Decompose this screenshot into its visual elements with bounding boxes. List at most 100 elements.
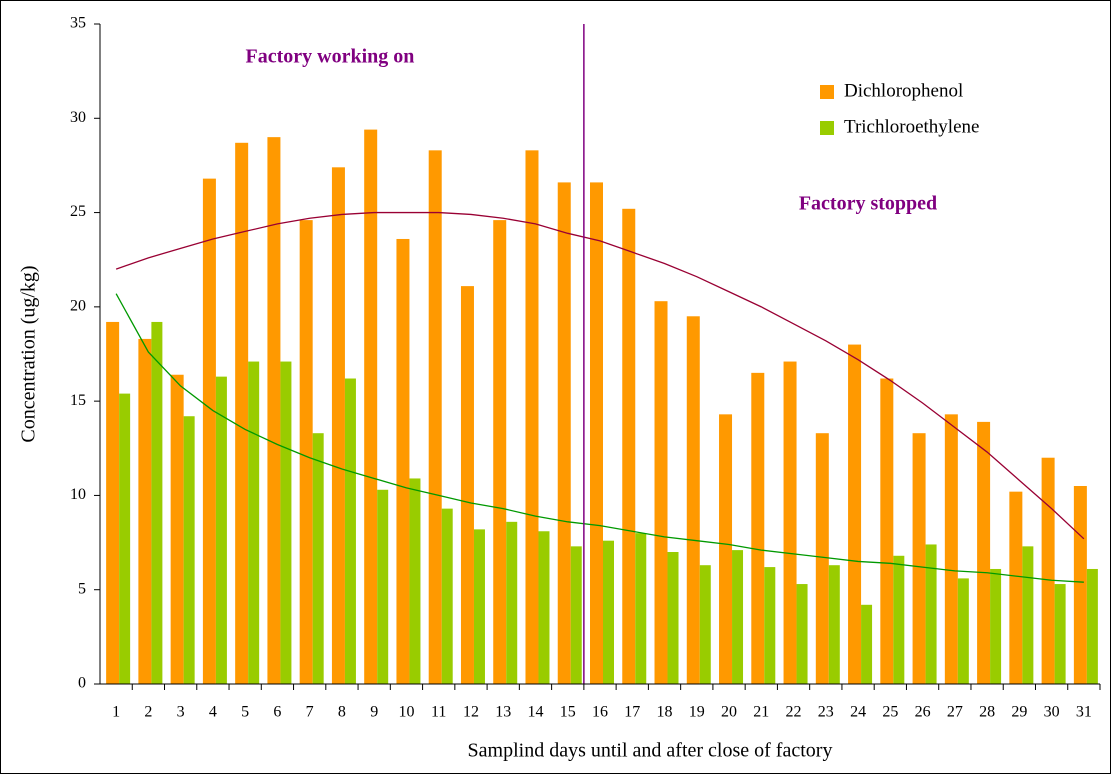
x-tick-label: 30	[1044, 704, 1060, 721]
bar	[912, 433, 926, 684]
legend-label: Dichlorophenol	[844, 80, 963, 101]
bar	[977, 421, 991, 684]
bar	[783, 361, 797, 684]
x-tick-label: 4	[209, 704, 217, 721]
bar	[1022, 546, 1034, 684]
y-tick-label: 15	[70, 392, 86, 409]
bar	[377, 489, 389, 684]
bar	[815, 433, 829, 684]
bar	[331, 167, 345, 685]
x-tick-label: 8	[338, 704, 346, 721]
x-tick-label: 18	[657, 704, 673, 721]
x-tick-label: 28	[979, 704, 995, 721]
bar	[796, 584, 808, 684]
bar	[861, 604, 873, 684]
x-tick-label: 19	[689, 704, 705, 721]
bar	[764, 567, 776, 684]
x-tick-label: 22	[786, 704, 802, 721]
bar	[183, 416, 195, 684]
x-tick-label: 14	[527, 704, 543, 721]
bar	[570, 546, 582, 684]
bar	[828, 565, 840, 684]
x-tick-label: 15	[560, 704, 576, 721]
legend-swatch	[820, 121, 834, 135]
annotation: Factory stopped	[799, 193, 937, 215]
y-tick-label: 25	[70, 203, 86, 220]
bar	[248, 361, 260, 684]
bar	[557, 182, 571, 684]
x-tick-label: 20	[721, 704, 737, 721]
bar	[460, 286, 474, 684]
bar	[686, 316, 700, 684]
bar	[732, 550, 744, 684]
x-tick-label: 26	[915, 704, 931, 721]
bar	[215, 376, 227, 684]
bar	[170, 374, 184, 684]
x-tick-label: 13	[495, 704, 511, 721]
bar	[719, 414, 733, 684]
bar	[119, 393, 131, 684]
bar	[151, 321, 163, 684]
bar	[848, 344, 862, 684]
bar	[525, 150, 539, 685]
y-tick-label: 0	[78, 675, 86, 692]
bar	[699, 565, 711, 684]
x-tick-label: 6	[273, 704, 281, 721]
bar	[667, 552, 679, 684]
bar	[396, 238, 410, 684]
x-tick-label: 12	[463, 704, 479, 721]
bar	[299, 220, 313, 684]
bar	[990, 568, 1002, 684]
bar	[409, 478, 421, 684]
bar	[635, 533, 647, 684]
trend-line	[115, 211, 1085, 540]
x-tick-label: 17	[624, 704, 640, 721]
bar	[1009, 491, 1023, 684]
y-tick-label: 35	[70, 15, 86, 32]
bar	[1054, 584, 1066, 684]
y-tick-label: 30	[70, 109, 86, 126]
bar	[473, 529, 485, 684]
x-tick-label: 2	[144, 704, 152, 721]
bar	[428, 150, 442, 685]
bar	[202, 178, 216, 684]
bar	[1086, 568, 1098, 684]
x-tick-label: 7	[306, 704, 314, 721]
bar	[267, 137, 281, 685]
x-tick-label: 5	[241, 704, 249, 721]
x-tick-label: 27	[947, 704, 963, 721]
y-tick-label: 5	[78, 580, 86, 597]
x-tick-label: 1	[112, 704, 120, 721]
x-tick-label: 24	[850, 704, 866, 721]
bar	[506, 521, 518, 684]
bar	[880, 378, 894, 684]
x-tick-label: 16	[592, 704, 608, 721]
bar	[603, 540, 614, 684]
bar	[590, 182, 603, 684]
bar	[957, 578, 969, 684]
bar	[280, 361, 292, 684]
bar	[364, 129, 378, 685]
legend-swatch	[820, 85, 834, 99]
bar	[493, 220, 507, 684]
bar	[235, 142, 249, 685]
bar	[944, 414, 958, 684]
bar	[1073, 486, 1087, 684]
annotation: Factory working on	[246, 46, 415, 68]
bar	[654, 301, 668, 684]
x-tick-label: 23	[818, 704, 834, 721]
bar	[441, 508, 453, 684]
x-tick-label: 10	[398, 704, 414, 721]
x-tick-label: 21	[753, 704, 769, 721]
legend-label: Trichloroethylene	[844, 116, 979, 137]
trend-line	[115, 293, 1084, 583]
bar	[138, 338, 152, 684]
bar	[312, 433, 324, 684]
y-axis-title: Concentration (ug/kg)	[18, 265, 40, 442]
bar	[893, 555, 905, 684]
bar	[344, 378, 356, 684]
x-tick-label: 3	[177, 704, 185, 721]
bar	[538, 531, 550, 684]
x-tick-label: 31	[1076, 704, 1092, 721]
